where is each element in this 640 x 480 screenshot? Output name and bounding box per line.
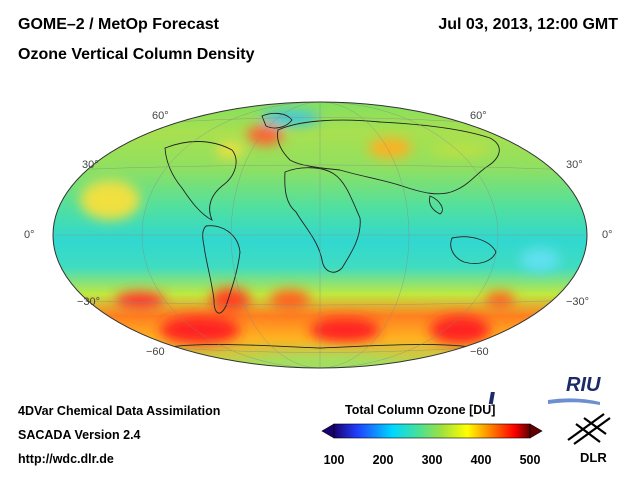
colorbar-tick-200: 200 — [372, 453, 394, 467]
lat-label-left-m60: −60 — [146, 346, 165, 358]
colorbar-tick-300: 300 — [421, 453, 443, 467]
footer-url[interactable]: http://wdc.dlr.de — [18, 452, 114, 466]
colorbar-tick-500: 500 — [519, 453, 541, 467]
dlr-logo-icon — [567, 413, 611, 445]
colorbar-high-arrow — [529, 423, 543, 439]
lat-label-right-60: 60° — [470, 110, 487, 122]
lat-label-right-0: 0° — [602, 229, 613, 241]
footer-assimilation: 4DVar Chemical Data Assimilation — [18, 404, 221, 418]
lat-label-left-60: 60° — [152, 110, 169, 122]
footer-version: SACADA Version 2.4 — [18, 428, 141, 442]
riu-logo: RIU — [566, 374, 601, 396]
lat-label-right-30: 30° — [566, 159, 583, 171]
colorbar-title: Total Column Ozone [DU] — [345, 403, 496, 417]
lat-label-left-0: 0° — [24, 229, 35, 241]
colorbar-tick-400: 400 — [470, 453, 492, 467]
lat-label-right-m60: −60 — [470, 346, 489, 358]
instrument-title: GOME–2 / MetOp Forecast — [18, 16, 219, 33]
lat-label-right-m30: −30° — [566, 296, 590, 308]
lat-label-left-30: 30° — [82, 159, 99, 171]
colorbar-low-arrow — [321, 423, 335, 439]
dlr-logo: DLR — [580, 450, 607, 465]
colorbar-tick-100: 100 — [323, 453, 345, 467]
datetime-label: Jul 03, 2013, 12:00 GMT — [438, 16, 618, 33]
colorbar — [333, 423, 531, 439]
lat-label-left-m30: −30° — [77, 296, 101, 308]
riu-logo-icon — [488, 392, 600, 405]
product-title: Ozone Vertical Column Density — [18, 46, 255, 63]
